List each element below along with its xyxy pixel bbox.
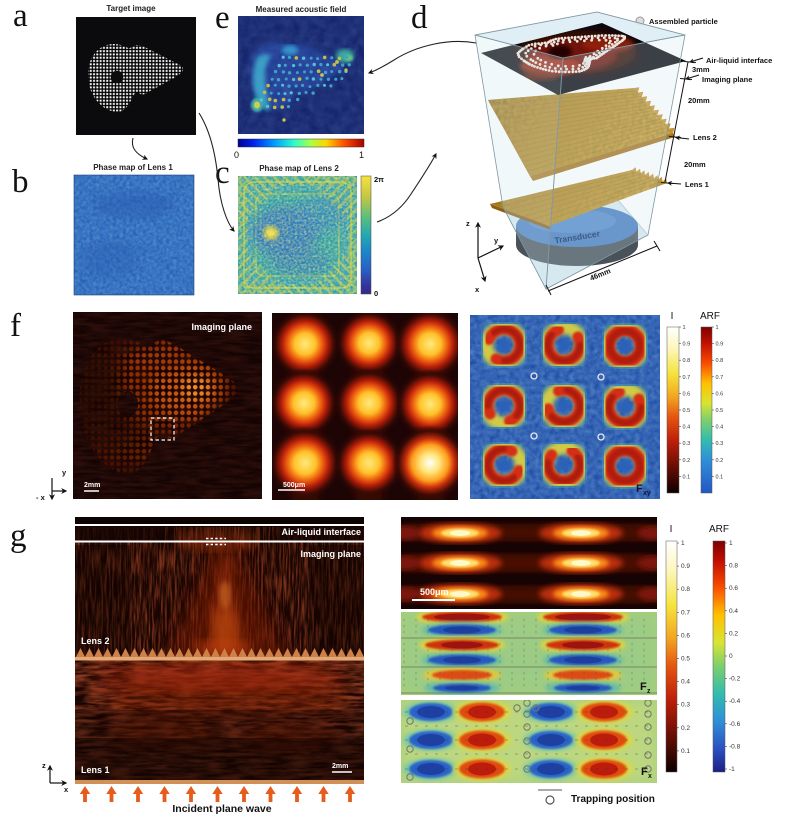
- svg-text:x: x: [64, 785, 69, 794]
- svg-text:z: z: [647, 688, 651, 695]
- svg-text:Lens 1: Lens 1: [685, 180, 709, 189]
- svg-text:1: 1: [716, 325, 719, 331]
- svg-text:0.7: 0.7: [683, 375, 691, 381]
- svg-text:1: 1: [359, 150, 364, 160]
- svg-text:2mm: 2mm: [332, 763, 348, 770]
- svg-text:2mm: 2mm: [84, 482, 100, 489]
- svg-text:1: 1: [681, 540, 685, 547]
- svg-text:I: I: [670, 524, 673, 535]
- svg-text:1: 1: [729, 540, 733, 547]
- svg-text:2π: 2π: [374, 175, 384, 184]
- svg-text:0.1: 0.1: [681, 748, 690, 755]
- svg-text:Incident plane wave: Incident plane wave: [172, 803, 271, 815]
- svg-text:-0.6: -0.6: [729, 721, 741, 728]
- svg-text:Imaging plane: Imaging plane: [191, 322, 252, 332]
- svg-text:0.9: 0.9: [681, 563, 690, 570]
- svg-text:500μm: 500μm: [283, 482, 305, 489]
- svg-text:y: y: [62, 468, 67, 477]
- svg-text:Air-liquid interface: Air-liquid interface: [706, 56, 772, 65]
- svg-text:ARF: ARF: [700, 311, 720, 322]
- svg-text:d: d: [411, 0, 428, 36]
- svg-text:Lens 2: Lens 2: [81, 636, 110, 646]
- svg-text:0.1: 0.1: [683, 474, 691, 480]
- svg-text:f: f: [10, 308, 21, 344]
- svg-text:-0.8: -0.8: [729, 743, 741, 750]
- svg-text:Measured acoustic field: Measured acoustic field: [256, 5, 347, 14]
- svg-text:Lens 2: Lens 2: [693, 133, 717, 142]
- svg-text:0.4: 0.4: [683, 425, 691, 431]
- svg-text:-1: -1: [729, 766, 735, 773]
- svg-text:z: z: [42, 761, 46, 770]
- svg-text:g: g: [10, 518, 27, 554]
- svg-text:0.8: 0.8: [729, 563, 738, 570]
- svg-text:Trapping position: Trapping position: [571, 794, 655, 805]
- svg-text:0.3: 0.3: [716, 441, 724, 447]
- svg-text:0: 0: [374, 289, 378, 298]
- svg-text:y: y: [494, 236, 499, 245]
- svg-text:0.2: 0.2: [716, 458, 724, 464]
- svg-text:0.3: 0.3: [681, 702, 690, 709]
- svg-text:0.9: 0.9: [683, 342, 691, 348]
- svg-text:0.6: 0.6: [683, 391, 691, 397]
- svg-text:0.9: 0.9: [716, 342, 724, 348]
- svg-text:F: F: [641, 766, 648, 778]
- svg-text:0.2: 0.2: [729, 630, 738, 637]
- svg-text:e: e: [215, 0, 230, 36]
- svg-text:x: x: [648, 773, 652, 780]
- svg-text:0.3: 0.3: [683, 441, 691, 447]
- svg-text:F: F: [636, 483, 643, 495]
- svg-text:xy: xy: [643, 490, 651, 497]
- svg-text:Lens 1: Lens 1: [81, 765, 110, 775]
- svg-text:Imaging plane: Imaging plane: [300, 549, 361, 559]
- svg-text:0.8: 0.8: [683, 358, 691, 364]
- svg-text:-0.4: -0.4: [729, 698, 741, 705]
- svg-text:500μm: 500μm: [420, 587, 449, 597]
- svg-text:0.7: 0.7: [681, 609, 690, 616]
- svg-text:0.1: 0.1: [716, 474, 724, 480]
- svg-text:0.5: 0.5: [683, 408, 691, 414]
- svg-text:0.5: 0.5: [716, 408, 724, 414]
- svg-text:Phase map of Lens 1: Phase map of Lens 1: [93, 163, 173, 172]
- svg-text:F: F: [640, 681, 647, 693]
- svg-text:0.6: 0.6: [729, 585, 738, 592]
- svg-text:I: I: [671, 311, 674, 322]
- svg-text:0.8: 0.8: [716, 358, 724, 364]
- svg-text:0.6: 0.6: [716, 391, 724, 397]
- svg-text:0.8: 0.8: [681, 586, 690, 593]
- svg-text:- x: - x: [36, 493, 46, 502]
- svg-text:x: x: [475, 285, 480, 294]
- svg-text:0.4: 0.4: [716, 425, 724, 431]
- svg-text:ARF: ARF: [709, 524, 729, 535]
- svg-text:1: 1: [683, 325, 686, 331]
- svg-text:0.2: 0.2: [683, 458, 691, 464]
- svg-text:a: a: [13, 0, 28, 34]
- svg-text:0.4: 0.4: [681, 679, 690, 686]
- svg-text:Imaging plane: Imaging plane: [702, 75, 752, 84]
- svg-text:-0.2: -0.2: [729, 676, 741, 683]
- svg-text:3mm: 3mm: [692, 65, 710, 74]
- svg-text:0.4: 0.4: [729, 608, 738, 615]
- svg-text:Air-liquid interface: Air-liquid interface: [281, 527, 361, 537]
- svg-text:Phase map of Lens 2: Phase map of Lens 2: [259, 164, 339, 173]
- svg-text:0.5: 0.5: [681, 656, 690, 663]
- svg-text:0: 0: [729, 653, 733, 660]
- svg-text:Assembled particle: Assembled particle: [649, 17, 718, 26]
- svg-text:z: z: [466, 219, 470, 228]
- svg-text:Target image: Target image: [106, 4, 156, 13]
- svg-text:b: b: [12, 164, 29, 200]
- svg-text:0.2: 0.2: [681, 725, 690, 732]
- svg-text:0.6: 0.6: [681, 632, 690, 639]
- svg-text:20mm: 20mm: [688, 96, 710, 105]
- svg-text:0: 0: [234, 150, 239, 160]
- svg-text:20mm: 20mm: [684, 160, 706, 169]
- svg-text:0.7: 0.7: [716, 375, 724, 381]
